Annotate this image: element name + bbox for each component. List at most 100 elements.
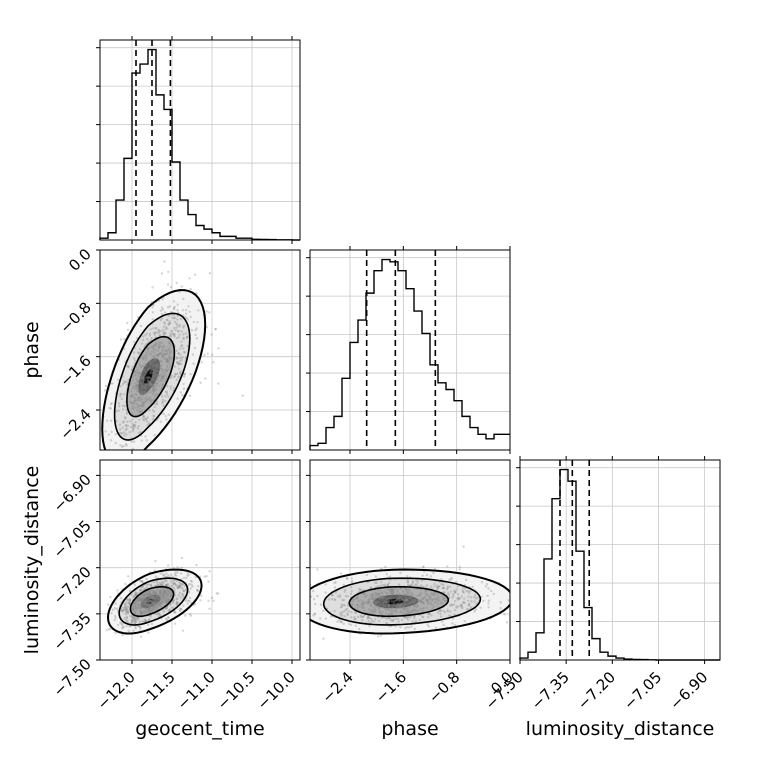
sample-point [154,393,157,396]
sample-point [403,594,406,597]
sample-point [342,583,345,586]
sample-point [152,598,156,601]
sample-point [419,592,423,595]
sample-point [439,601,443,605]
sample-point [113,607,117,610]
panel-2d-geocent_time_luminosity_distance [99,459,301,661]
sample-point [397,602,400,605]
sample-point [408,606,412,609]
sample-point [150,607,153,611]
sample-point [146,424,149,427]
sample-point [129,400,132,404]
sample-point [165,593,168,596]
sample-point [185,576,188,580]
sample-point [361,615,365,618]
sample-point [139,601,143,605]
xlabel-phase: phase [381,718,438,740]
sample-point [406,599,410,602]
sample-point [135,593,138,596]
sample-point [176,586,179,590]
sample-point [384,600,387,604]
sample-point [355,596,358,599]
sample-point [399,587,402,590]
sample-point [134,591,137,594]
sample-point [397,583,400,586]
sample-point [405,598,409,602]
sample-point [115,409,119,413]
sample-point [158,603,161,606]
sample-point [361,600,365,603]
sample-point [132,402,136,405]
sample-point [422,607,425,610]
panel-hist-geocent_time [99,39,301,241]
sample-point [134,593,137,596]
sample-point [167,359,170,362]
contour-level-1 [322,577,482,626]
sample-point [163,322,167,325]
sample-point [167,590,171,593]
sample-point [122,625,125,628]
sample-point [368,616,371,620]
sample-point [442,586,446,590]
sample-point [164,357,167,360]
sample-point [360,606,364,609]
sample-point [336,620,339,623]
sample-point [191,353,195,356]
sample-point [130,368,134,371]
sample-point [152,375,155,378]
sample-point [146,378,149,382]
sample-point [390,591,393,595]
sample-point [450,603,453,606]
sample-point [165,583,168,587]
sample-point [161,395,164,398]
sample-point [390,612,393,615]
sample-point [141,418,145,421]
sample-point [179,391,183,394]
sample-point [383,583,387,586]
sample-point [167,574,170,577]
sample-point [392,590,395,593]
sample-point [385,600,388,603]
sample-point [134,602,137,605]
sample-point [175,349,179,352]
sample-point [445,588,449,591]
sample-point [365,594,369,597]
sample-point [350,581,354,584]
sample-point [113,614,117,618]
sample-point [139,366,142,369]
sample-point [152,388,155,391]
sample-point [149,353,152,356]
sample-point [144,343,148,346]
sample-point [377,604,380,608]
sample-point [153,358,156,361]
sample-point [120,445,124,448]
sample-point [136,617,139,620]
sample-point [185,336,188,339]
sample-point [176,323,179,327]
sample-point [441,596,445,600]
sample-point [152,589,155,592]
sample-point [442,609,445,613]
sample-point [140,342,144,345]
sample-point [164,311,167,314]
sample-point [394,625,397,628]
sample-point [128,600,131,603]
sample-point [147,380,150,383]
sample-point [411,600,415,603]
sample-point [405,598,408,601]
sample-point [117,409,121,412]
sample-point [169,581,173,584]
sample-point [133,396,136,399]
sample-point [138,598,141,602]
sample-point [164,379,167,383]
sample-point [331,593,334,597]
sample-point [371,600,374,603]
sample-point [140,599,144,602]
sample-point [140,580,143,583]
sample-point [136,427,140,430]
sample-point [161,592,164,595]
sample-point [173,611,176,614]
sample-point [380,592,384,595]
sample-point [383,607,386,610]
sample-point [367,616,370,619]
